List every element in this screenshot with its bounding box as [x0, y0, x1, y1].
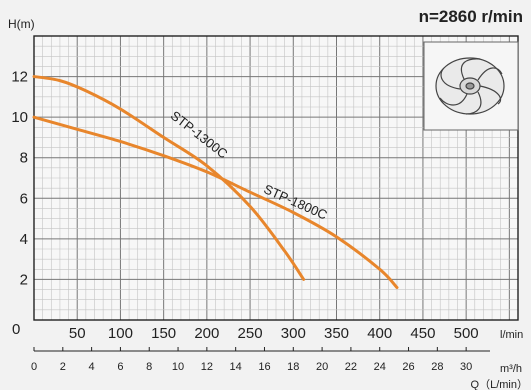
y-tick-label: 8: [20, 150, 28, 167]
x-lpm-tick-label: 200: [194, 325, 219, 342]
x-m3h-tick-label: 8: [146, 361, 152, 373]
y-tick-label: 2: [20, 271, 28, 288]
x-m3h-tick-label: 2: [60, 361, 66, 373]
x-lpm-tick-label: 300: [281, 325, 306, 342]
y-axis-label: H(m): [8, 17, 35, 31]
plot-frame: [33, 35, 519, 321]
series-line-stp-1300c: [32, 75, 306, 281]
x-m3h-unit: m³/h: [500, 363, 522, 375]
x-lpm-tick-labels: 50 100 150 200 250 300 350 400 450 500: [69, 325, 479, 342]
x-lpm-tick-label: 500: [454, 325, 479, 342]
x-lpm-tick-label: 50: [69, 325, 86, 342]
x-m3h-tick-label: 22: [345, 361, 357, 373]
y-tick-label: 12: [11, 69, 28, 86]
y-tick-label: 10: [11, 109, 28, 126]
x-lpm-tick-label: 100: [108, 325, 133, 342]
chart-title: n=2860 r/min: [419, 7, 523, 26]
y-tick-label: 4: [20, 231, 28, 248]
x-m3h-tick-label: 28: [431, 361, 443, 373]
x-m3h-tick-label: 24: [374, 361, 386, 373]
series-line-stp-1800c: [32, 115, 399, 290]
x-m3h-tick-label: 12: [201, 361, 213, 373]
x-m3h-tick-label: 16: [258, 361, 270, 373]
x-axis-title: Q（L/min）: [471, 378, 528, 390]
impeller-icon: [423, 41, 519, 131]
x-lpm-tick-label: 250: [238, 325, 263, 342]
x-lpm-tick-label: 400: [367, 325, 392, 342]
x-m3h-tick-label: 4: [89, 361, 95, 373]
y-tick-label: 6: [20, 190, 28, 207]
y-tick-labels: 2 4 6 8 10 12: [11, 69, 28, 289]
x-m3h-tick-label: 20: [316, 361, 328, 373]
x-m3h-tick-label: 30: [460, 361, 472, 373]
x-lpm-tick-label: 450: [410, 325, 435, 342]
x-m3h-tick-label: 6: [117, 361, 123, 373]
x-lpm-tick-label: 350: [324, 325, 349, 342]
x-m3h-tick-label: 18: [287, 361, 299, 373]
x-m3h-tick-labels: 0 2 4 6 8 10 12 14 16 18 20 22 24 26 28 30: [31, 347, 472, 373]
x-lpm-unit: l/min: [500, 329, 523, 341]
x-m3h-tick-label: 0: [31, 361, 37, 373]
x-m3h-tick-label: 26: [402, 361, 414, 373]
x-m3h-tick-label: 14: [230, 361, 242, 373]
origin-label: 0: [12, 321, 20, 338]
x-m3h-tick-label: 10: [172, 361, 184, 373]
x-lpm-tick-label: 150: [151, 325, 176, 342]
